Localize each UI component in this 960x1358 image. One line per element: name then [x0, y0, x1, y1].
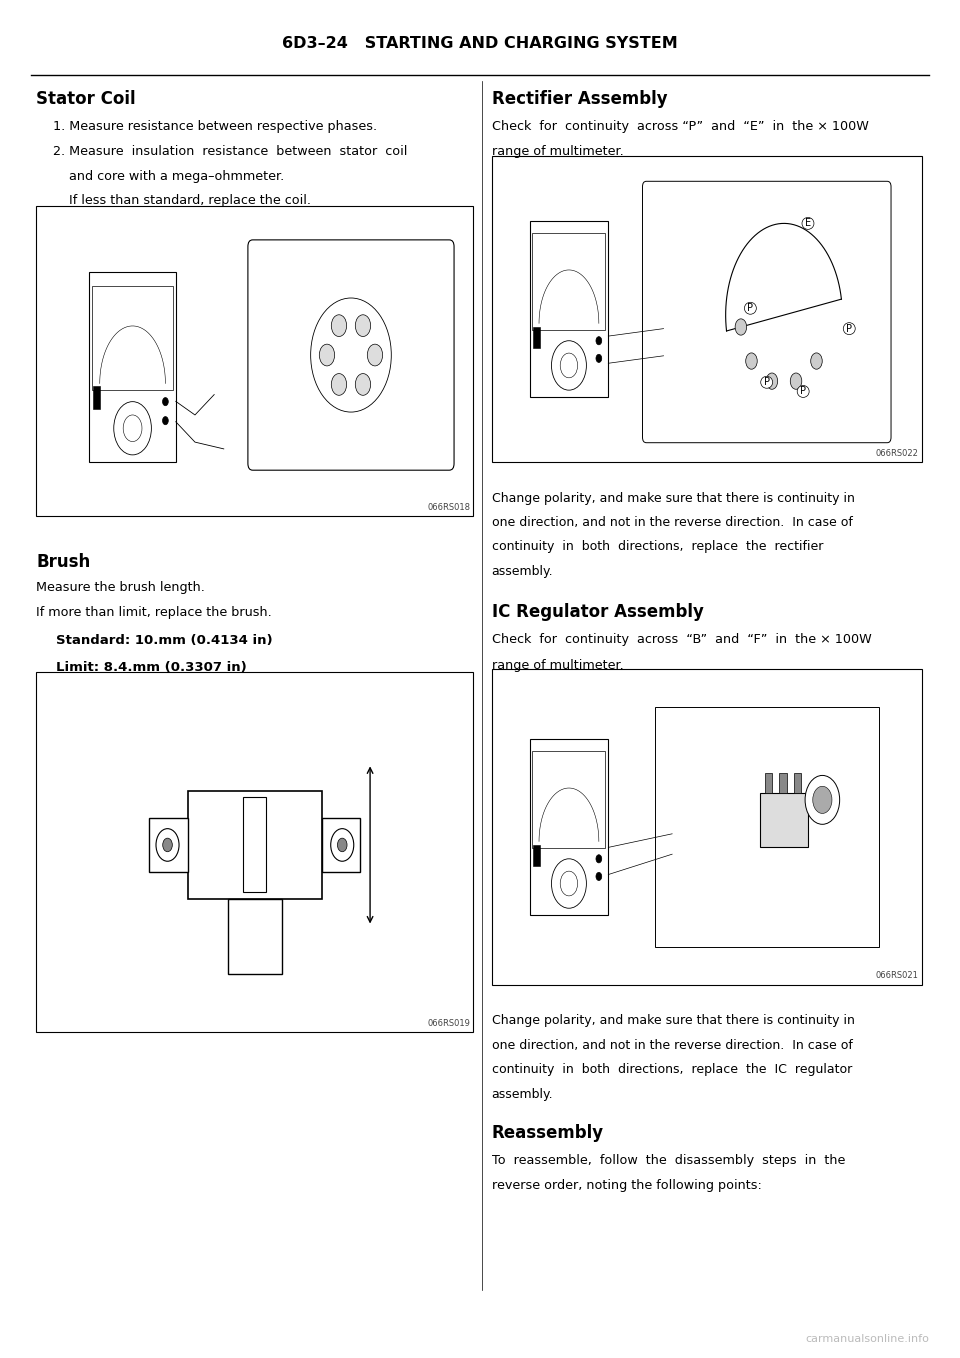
Circle shape [551, 858, 587, 909]
Circle shape [123, 416, 142, 441]
Text: To  reassemble,  follow  the  disassembly  steps  in  the: To reassemble, follow the disassembly st… [492, 1154, 845, 1168]
Text: assembly.: assembly. [492, 565, 553, 579]
Circle shape [813, 786, 832, 813]
Bar [760, 793, 808, 847]
Circle shape [338, 838, 348, 851]
Text: Brush: Brush [36, 553, 91, 570]
Circle shape [331, 373, 347, 395]
Text: Reassembly: Reassembly [492, 1124, 604, 1142]
Bar [93, 387, 100, 409]
Text: 066RS018: 066RS018 [427, 502, 470, 512]
Bar [794, 773, 802, 793]
Bar [655, 708, 878, 947]
Bar [150, 818, 188, 872]
Text: range of multimeter.: range of multimeter. [492, 145, 623, 159]
Circle shape [561, 872, 578, 896]
Text: If more than limit, replace the brush.: If more than limit, replace the brush. [36, 606, 273, 619]
Text: 066RS022: 066RS022 [876, 448, 919, 458]
Text: 2. Measure  insulation  resistance  between  stator  coil: 2. Measure insulation resistance between… [53, 145, 407, 159]
Circle shape [320, 344, 335, 365]
Text: Limit: 8.4.mm (0.3307 in): Limit: 8.4.mm (0.3307 in) [56, 661, 247, 675]
Bar [534, 845, 540, 866]
Circle shape [162, 417, 168, 425]
Circle shape [596, 337, 602, 345]
Bar [492, 669, 922, 985]
Text: carmanualsonline.info: carmanualsonline.info [805, 1335, 929, 1344]
Circle shape [156, 828, 180, 861]
Bar [533, 234, 606, 330]
Bar [530, 220, 609, 397]
Text: continuity  in  both  directions,  replace  the  rectifier: continuity in both directions, replace t… [492, 540, 823, 554]
Circle shape [561, 353, 578, 378]
Circle shape [551, 341, 587, 390]
Text: E: E [804, 219, 811, 228]
Text: P: P [748, 303, 754, 314]
Circle shape [766, 373, 778, 390]
Text: range of multimeter.: range of multimeter. [492, 659, 623, 672]
Circle shape [162, 838, 173, 851]
Circle shape [368, 344, 383, 365]
Text: continuity  in  both  directions,  replace  the  IC  regulator: continuity in both directions, replace t… [492, 1063, 852, 1077]
Circle shape [331, 315, 347, 337]
Bar [492, 156, 922, 462]
Text: 1. Measure resistance between respective phases.: 1. Measure resistance between respective… [53, 120, 377, 133]
Circle shape [790, 373, 802, 390]
Bar [244, 797, 267, 892]
Circle shape [355, 315, 371, 337]
Bar [36, 206, 473, 516]
Bar [228, 899, 282, 974]
Bar [36, 672, 473, 1032]
FancyBboxPatch shape [642, 181, 891, 443]
Circle shape [355, 373, 371, 395]
Circle shape [113, 402, 152, 455]
Circle shape [596, 872, 602, 880]
Text: Rectifier Assembly: Rectifier Assembly [492, 90, 667, 107]
Text: P: P [764, 378, 770, 387]
Text: Measure the brush length.: Measure the brush length. [36, 581, 205, 595]
Bar [780, 773, 787, 793]
Bar [89, 273, 176, 463]
Circle shape [735, 319, 747, 335]
Text: P: P [847, 323, 852, 334]
Text: IC Regulator Assembly: IC Regulator Assembly [492, 603, 704, 621]
Text: 066RS019: 066RS019 [427, 1018, 470, 1028]
Text: reverse order, noting the following points:: reverse order, noting the following poin… [492, 1179, 761, 1192]
Text: Check  for  continuity  across “P”  and  “E”  in  the × 100W: Check for continuity across “P” and “E” … [492, 120, 869, 133]
Text: Change polarity, and make sure that there is continuity in: Change polarity, and make sure that ther… [492, 1014, 854, 1028]
Text: Standard: 10.mm (0.4134 in): Standard: 10.mm (0.4134 in) [56, 634, 273, 648]
Circle shape [746, 353, 757, 369]
Bar [533, 751, 606, 849]
Text: assembly.: assembly. [492, 1088, 553, 1101]
Bar [188, 790, 323, 899]
Text: one direction, and not in the reverse direction.  In case of: one direction, and not in the reverse di… [492, 516, 852, 530]
Circle shape [810, 353, 822, 369]
Bar [530, 739, 609, 915]
Text: If less than standard, replace the coil.: If less than standard, replace the coil. [69, 194, 311, 208]
Text: Check  for  continuity  across  “B”  and  “F”  in  the × 100W: Check for continuity across “B” and “F” … [492, 633, 872, 646]
Circle shape [805, 775, 840, 824]
Bar [92, 285, 173, 390]
Text: Change polarity, and make sure that there is continuity in: Change polarity, and make sure that ther… [492, 492, 854, 505]
Text: and core with a mega–ohmmeter.: and core with a mega–ohmmeter. [69, 170, 284, 183]
Circle shape [596, 854, 602, 862]
Circle shape [596, 354, 602, 363]
Text: 066RS021: 066RS021 [876, 971, 919, 980]
Text: one direction, and not in the reverse direction.  In case of: one direction, and not in the reverse di… [492, 1039, 852, 1052]
Bar [765, 773, 773, 793]
Text: Stator Coil: Stator Coil [36, 90, 136, 107]
Circle shape [330, 828, 353, 861]
Circle shape [162, 398, 168, 406]
FancyBboxPatch shape [248, 240, 454, 470]
Text: 6D3–24   STARTING AND CHARGING SYSTEM: 6D3–24 STARTING AND CHARGING SYSTEM [282, 35, 678, 50]
Bar [323, 818, 361, 872]
Bar [534, 327, 540, 348]
Text: P: P [801, 387, 806, 397]
